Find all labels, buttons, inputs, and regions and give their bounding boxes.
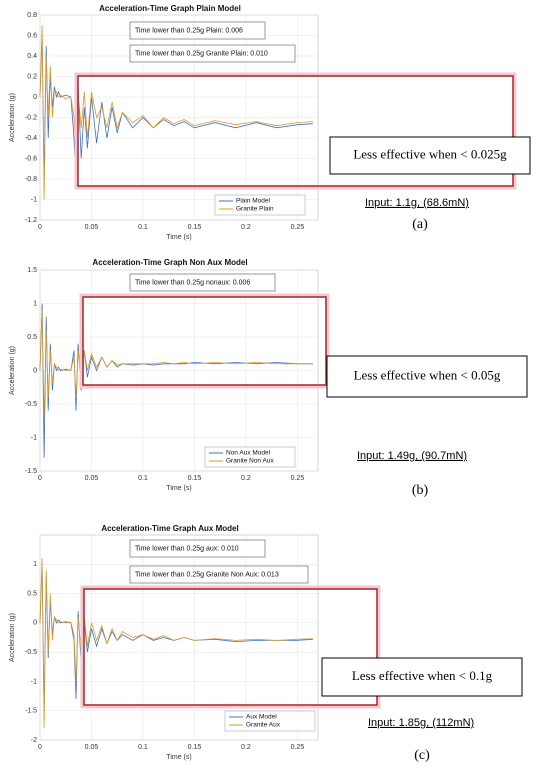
x-tick-label: 0.2	[241, 224, 251, 231]
x-tick-label: 0.25	[291, 744, 305, 751]
legend	[224, 710, 316, 732]
legend-label: Plain Model	[236, 198, 271, 205]
y-tick-label: 0	[33, 94, 37, 101]
x-axis-label: Time (s)	[166, 754, 191, 761]
x-tick-label: 0.05	[85, 224, 99, 231]
legend	[214, 194, 306, 216]
y-tick-label: -0.5	[25, 649, 37, 656]
y-tick-label: -1.5	[25, 708, 37, 715]
y-tick-label: 0.5	[27, 334, 37, 341]
series-line	[39, 310, 313, 418]
y-tick-label: 0.8	[27, 12, 37, 19]
x-tick-label: 0.15	[188, 744, 202, 751]
x-axis-label: Time (s)	[166, 485, 191, 492]
legend-label: Granite Plain	[236, 206, 274, 213]
input-label: Input: 1.85g, (112mN)	[368, 717, 474, 729]
y-tick-label: -1.2	[25, 217, 37, 224]
input-label: Input: 1.49g, (90.7mN)	[357, 450, 467, 462]
x-tick-label: 0.25	[291, 475, 305, 482]
chart-title: Acceleration-Time Graph Non Aux Model	[92, 258, 247, 267]
callout-box	[326, 355, 528, 398]
series-line	[39, 558, 313, 729]
highlight-glow	[79, 293, 330, 389]
annotation: Time lower than 0.25g aux: 0.010	[135, 545, 239, 552]
annotation: Time lower than 0.25g nonaux: 0.006	[135, 279, 250, 286]
callout: Less effective when < 0.05g	[354, 367, 501, 382]
series-line	[39, 25, 313, 200]
y-axis-label: Acceleration (g)	[9, 346, 16, 395]
x-tick-label: 0	[38, 224, 42, 231]
chart-title: Acceleration-Time Graph Plain Model	[99, 4, 241, 13]
annotation-box	[129, 565, 309, 584]
y-tick-label: -0.8	[25, 176, 37, 183]
panel-label: (a)	[412, 217, 428, 232]
highlight-glow	[74, 72, 517, 190]
series-line	[39, 303, 313, 458]
callout-box	[321, 657, 523, 697]
panel-label: (b)	[412, 483, 429, 498]
x-tick-label: 0.2	[241, 475, 251, 482]
input-label: Input: 1.1g, (68.6mN)	[365, 197, 469, 209]
y-axis-label: Acceleration (g)	[9, 613, 16, 662]
y-tick-label: 0.5	[27, 590, 37, 597]
x-tick-label: 0.1	[138, 475, 148, 482]
annotation-box	[129, 539, 266, 558]
x-tick-label: 0	[38, 475, 42, 482]
legend-label: Aux Model	[246, 714, 277, 721]
y-tick-label: 1	[33, 561, 37, 568]
x-tick-label: 0.05	[85, 475, 99, 482]
x-tick-label: 0.15	[188, 475, 202, 482]
highlight-box	[83, 588, 378, 706]
annotation: Time lower than 0.25g Granite Plain: 0.0…	[135, 50, 268, 57]
x-axis-label: Time (s)	[166, 234, 191, 241]
y-tick-label: -0.4	[25, 135, 37, 142]
y-tick-label: -1.5	[25, 468, 37, 475]
y-tick-label: 0	[33, 620, 37, 627]
y-tick-label: -0.5	[25, 401, 37, 408]
highlight-box	[77, 75, 514, 187]
y-tick-label: -1	[31, 196, 37, 203]
legend-label: Granite Non Aux	[226, 458, 274, 465]
y-tick-label: -1	[31, 678, 37, 685]
legend-label: Granite Aux	[246, 722, 281, 729]
y-tick-label: 0.2	[27, 73, 37, 80]
y-tick-label: 1	[33, 300, 37, 307]
annotation-box	[129, 273, 276, 292]
y-tick-label: -1	[31, 434, 37, 441]
x-tick-label: 0.05	[85, 744, 99, 751]
annotation-box	[129, 44, 296, 63]
legend-label: Non Aux Model	[226, 450, 271, 457]
highlight-box	[82, 296, 327, 386]
x-tick-label: 0.15	[188, 224, 202, 231]
y-tick-label: 0	[33, 367, 37, 374]
x-tick-label: 0	[38, 744, 42, 751]
x-tick-label: 0.2	[241, 744, 251, 751]
annotation-box	[129, 21, 266, 40]
y-tick-label: -0.6	[25, 155, 37, 162]
panel-label: (c)	[414, 748, 430, 763]
y-tick-label: 0.6	[27, 32, 37, 39]
callout: Less effective when < 0.1g	[352, 668, 493, 683]
y-axis-label: Acceleration (g)	[9, 93, 16, 142]
x-tick-label: 0.25	[291, 224, 305, 231]
y-tick-label: 1.5	[27, 267, 37, 274]
chart-title: Acceleration-Time Graph Aux Model	[101, 524, 238, 533]
callout-box	[329, 136, 531, 175]
y-tick-label: -0.2	[25, 114, 37, 121]
highlight-glow	[80, 585, 381, 709]
x-tick-label: 0.1	[138, 744, 148, 751]
annotation: Time lower than 0.25g Plain: 0.006	[135, 27, 243, 34]
x-tick-label: 0.1	[138, 224, 148, 231]
y-tick-label: 0.4	[27, 53, 37, 60]
legend	[204, 446, 296, 468]
y-tick-label: -2	[31, 737, 37, 744]
series-line	[39, 35, 313, 185]
callout: Less effective when < 0.025g	[353, 146, 507, 161]
annotation: Time lower than 0.25g Granite Non Aux: 0…	[135, 571, 279, 578]
